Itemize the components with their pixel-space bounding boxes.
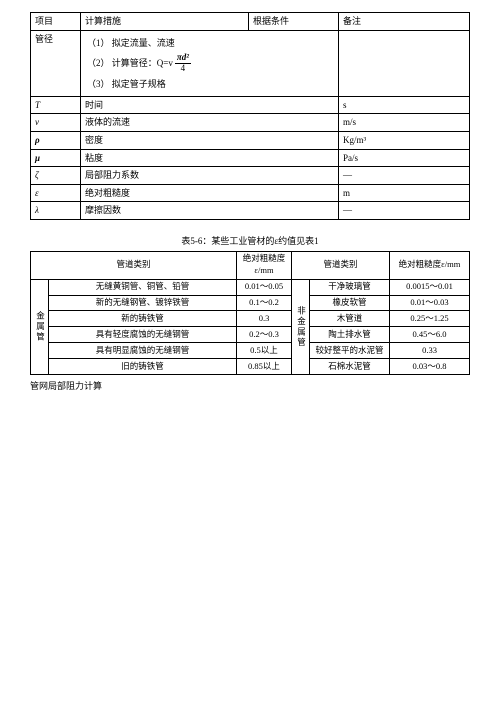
name-zeta: 局部阻力系数 — [81, 167, 339, 185]
pipe-diameter-label: 管径 — [31, 30, 81, 96]
sym-rho: ρ — [31, 131, 81, 149]
r5-val: 0.03～0.8 — [390, 359, 470, 375]
nonmetal-pipe-category: 非金属管 — [292, 279, 310, 374]
l4-val: 0.5以上 — [237, 343, 292, 359]
r4-name: 较好整平的水泥管 — [310, 343, 390, 359]
r0-val: 0.0015～0.01 — [390, 279, 470, 295]
l5-name: 旧的铸铁管 — [49, 359, 237, 375]
r1-name: 橡皮软管 — [310, 295, 390, 311]
hdr-left-type: 管道类别 — [31, 251, 237, 279]
hdr-right-eps: 绝对粗糙度ε/mm — [390, 251, 470, 279]
footer-note: 管网局部阻力计算 — [30, 379, 470, 392]
name-T: 时间 — [81, 96, 339, 114]
unit-zeta: — — [339, 167, 470, 185]
name-v: 液体的流速 — [81, 114, 339, 132]
l2-name: 新的铸铁管 — [49, 311, 237, 327]
calc-line2: （2） 计算管径：Q=v πd² 4 — [87, 53, 193, 74]
calc-line3: （3） 拟定管子规格 — [87, 76, 332, 92]
name-rho: 密度 — [81, 131, 339, 149]
fraction: πd² 4 — [175, 53, 191, 74]
table2-caption: 表5-6：某些工业管材的ε约值见表1 — [30, 234, 470, 247]
pipe-calc-steps: （1） 拟定流量、流速 （2） 计算管径：Q=v πd² 4 （3） 拟定管子规… — [81, 30, 339, 96]
r5-name: 石棉水泥管 — [310, 359, 390, 375]
l3-val: 0.2～0.3 — [237, 327, 292, 343]
r3-name: 陶土排水管 — [310, 327, 390, 343]
unit-eps: m — [339, 184, 470, 202]
l0-name: 无缝黄铜管、铜管、铅管 — [49, 279, 237, 295]
l1-name: 新的无缝钢管、镀锌铁管 — [49, 295, 237, 311]
unit-mu: Pa/s — [339, 149, 470, 167]
note-cell — [339, 30, 470, 96]
hdr-item: 项目 — [31, 13, 81, 31]
unit-T: s — [339, 96, 470, 114]
name-eps: 绝对粗糙度 — [81, 184, 339, 202]
computation-table: 项目 计算措施 根据条件 备注 管径 （1） 拟定流量、流速 （2） 计算管径：… — [30, 12, 470, 220]
sym-mu: μ — [31, 149, 81, 167]
unit-rho: Kg/m³ — [339, 131, 470, 149]
name-lambda: 摩擦因数 — [81, 202, 339, 220]
metal-pipe-category: 金属管 — [31, 279, 49, 374]
r3-val: 0.45～6.0 — [390, 327, 470, 343]
r0-name: 干净玻璃管 — [310, 279, 390, 295]
l4-name: 具有明显腐蚀的无缝钢管 — [49, 343, 237, 359]
l2-val: 0.3 — [237, 311, 292, 327]
l3-name: 具有轻度腐蚀的无缝钢管 — [49, 327, 237, 343]
name-mu: 粘度 — [81, 149, 339, 167]
sym-lambda: λ — [31, 202, 81, 220]
hdr-cond: 根据条件 — [249, 13, 339, 31]
sym-v: v — [31, 114, 81, 132]
r2-val: 0.25～1.25 — [390, 311, 470, 327]
sym-eps: ε — [31, 184, 81, 202]
r2-name: 木管道 — [310, 311, 390, 327]
l1-val: 0.1～0.2 — [237, 295, 292, 311]
l0-val: 0.01～0.05 — [237, 279, 292, 295]
calc-line1: （1） 拟定流量、流速 — [87, 35, 332, 51]
sym-T: T — [31, 96, 81, 114]
unit-lambda: — — [339, 202, 470, 220]
l5-val: 0.85以上 — [237, 359, 292, 375]
roughness-table: 管道类别 绝对粗糙度ε/mm 管道类别 绝对粗糙度ε/mm 金属管 无缝黄铜管、… — [30, 251, 470, 375]
hdr-calc: 计算措施 — [81, 13, 249, 31]
hdr-note: 备注 — [339, 13, 470, 31]
sym-zeta: ζ — [31, 167, 81, 185]
r4-val: 0.33 — [390, 343, 470, 359]
unit-v: m/s — [339, 114, 470, 132]
r1-val: 0.01～0.03 — [390, 295, 470, 311]
hdr-right-type: 管道类别 — [292, 251, 390, 279]
hdr-left-eps: 绝对粗糙度ε/mm — [237, 251, 292, 279]
